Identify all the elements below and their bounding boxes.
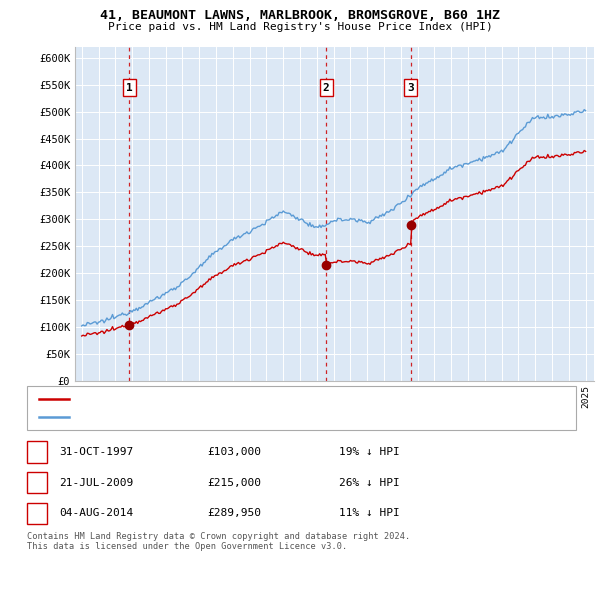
Text: £215,000: £215,000 bbox=[207, 478, 261, 487]
Text: 11% ↓ HPI: 11% ↓ HPI bbox=[339, 509, 400, 518]
Text: 1: 1 bbox=[126, 83, 133, 93]
Text: 2: 2 bbox=[323, 83, 329, 93]
Text: HPI: Average price, detached house, Bromsgrove: HPI: Average price, detached house, Brom… bbox=[77, 413, 341, 422]
Text: 19% ↓ HPI: 19% ↓ HPI bbox=[339, 447, 400, 457]
Text: Contains HM Land Registry data © Crown copyright and database right 2024.
This d: Contains HM Land Registry data © Crown c… bbox=[27, 532, 410, 551]
Text: £289,950: £289,950 bbox=[207, 509, 261, 518]
Text: 3: 3 bbox=[407, 83, 414, 93]
Text: Price paid vs. HM Land Registry's House Price Index (HPI): Price paid vs. HM Land Registry's House … bbox=[107, 22, 493, 32]
Text: 2: 2 bbox=[34, 478, 41, 487]
Text: £103,000: £103,000 bbox=[207, 447, 261, 457]
Text: 1: 1 bbox=[34, 447, 41, 457]
Text: 41, BEAUMONT LAWNS, MARLBROOK, BROMSGROVE, B60 1HZ: 41, BEAUMONT LAWNS, MARLBROOK, BROMSGROV… bbox=[100, 9, 500, 22]
Text: 3: 3 bbox=[34, 509, 41, 518]
Text: 26% ↓ HPI: 26% ↓ HPI bbox=[339, 478, 400, 487]
Text: 31-OCT-1997: 31-OCT-1997 bbox=[59, 447, 133, 457]
Text: 21-JUL-2009: 21-JUL-2009 bbox=[59, 478, 133, 487]
Text: 04-AUG-2014: 04-AUG-2014 bbox=[59, 509, 133, 518]
Text: 41, BEAUMONT LAWNS, MARLBROOK, BROMSGROVE, B60 1HZ (detached house): 41, BEAUMONT LAWNS, MARLBROOK, BROMSGROV… bbox=[77, 394, 462, 403]
